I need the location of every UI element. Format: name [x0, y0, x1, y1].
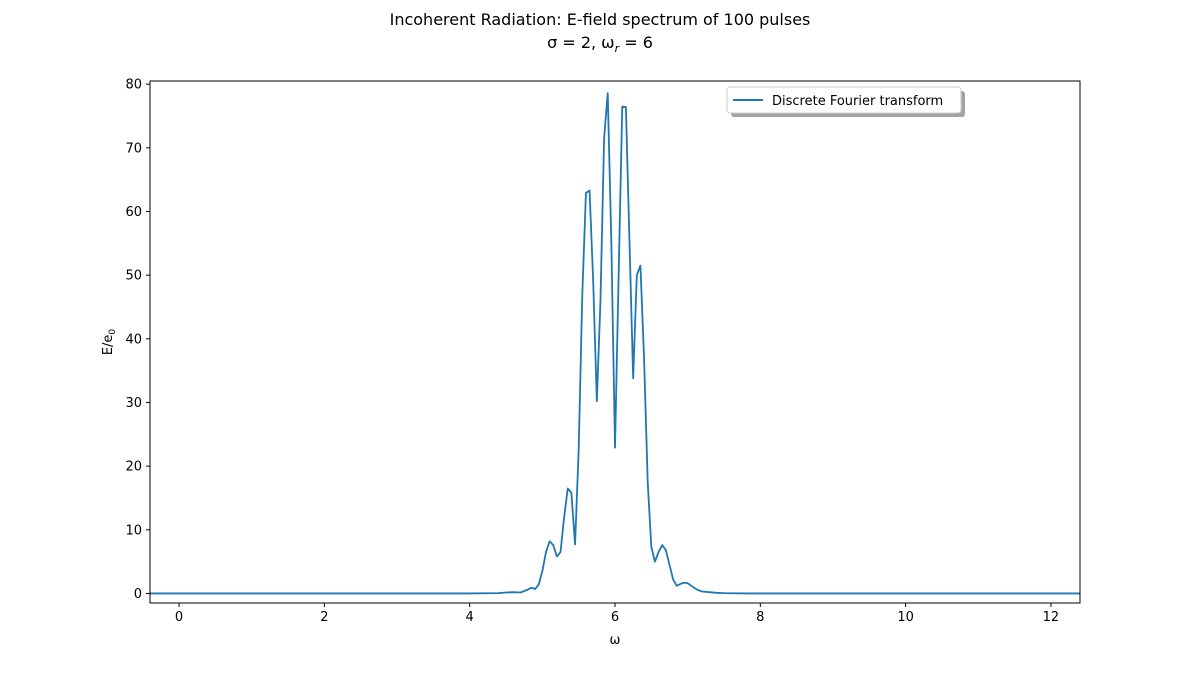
y-tick-label: 20: [125, 460, 142, 475]
y-axis-label-subscript: 0: [108, 329, 118, 335]
x-tick-label: 12: [1043, 610, 1060, 625]
legend: Discrete Fourier transform: [726, 86, 965, 117]
chart-subtitle: σ = 2, ωr = 6: [0, 33, 1200, 55]
y-axis-label-main: E/e: [101, 335, 116, 356]
y-tick-label: 50: [125, 269, 142, 284]
y-tick-label: 60: [125, 205, 142, 220]
x-tick-label: 10: [897, 610, 914, 625]
legend-entry: Discrete Fourier transform: [772, 94, 943, 109]
subtitle-subscript: r: [614, 42, 620, 56]
subtitle-text: σ = 2, ω: [547, 33, 615, 52]
subtitle-rest: = 6: [619, 33, 653, 52]
y-tick-label: 30: [125, 396, 142, 411]
x-tick-label: 4: [466, 610, 474, 625]
x-tick-label: 2: [320, 610, 328, 625]
x-tick-label: 8: [756, 610, 764, 625]
y-tick-label: 80: [125, 78, 142, 93]
y-tick-label: 10: [125, 523, 142, 538]
legend-box: [726, 86, 962, 114]
y-tick-label: 40: [125, 332, 142, 347]
chart-title: Incoherent Radiation: E-field spectrum o…: [389, 10, 811, 29]
y-tick-label: 0: [134, 587, 142, 602]
series-layer: [150, 92, 1080, 595]
axes-frame: [149, 80, 1081, 604]
y-axis-label: E/e0: [101, 329, 118, 356]
x-tick-label: 6: [611, 610, 619, 625]
series-line: [150, 92, 1080, 595]
x-axis-label: ω: [610, 633, 621, 648]
y-tick-label: 70: [125, 141, 142, 156]
x-tick-label: 0: [175, 610, 183, 625]
axis-ticks: 0 2 4 6 8 10 12 0 10 20 30 40 50 60 70 80: [125, 78, 1059, 625]
